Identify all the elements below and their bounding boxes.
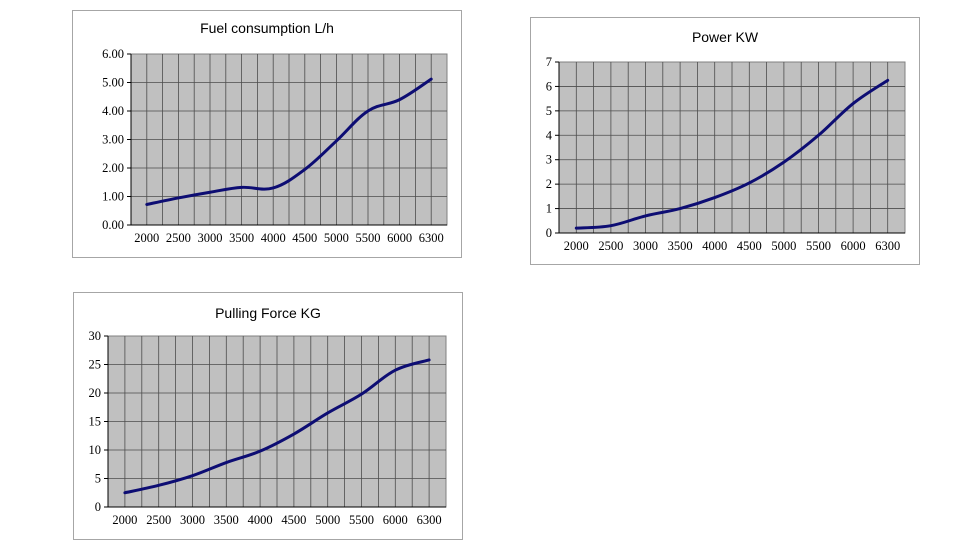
x-tick-label: 4000	[261, 231, 286, 245]
x-tick-label: 5000	[771, 239, 796, 253]
x-tick-label: 5000	[324, 231, 349, 245]
x-tick-label: 3000	[180, 513, 205, 527]
chart-title: Pulling Force KG	[215, 305, 321, 321]
x-tick-label: 4000	[248, 513, 273, 527]
x-tick-label: 6000	[841, 239, 866, 253]
y-tick-label: 0	[546, 226, 552, 240]
x-tick-label: 4000	[702, 239, 727, 253]
y-tick-label: 4.00	[102, 104, 124, 118]
x-tick-label: 5500	[349, 513, 374, 527]
y-tick-label: 6	[546, 79, 552, 93]
y-tick-label: 6.00	[102, 47, 124, 61]
x-tick-label: 5000	[315, 513, 340, 527]
fuel-consumption-plot: 0.00 1.00 2.00 3.00 4.00 5.00 6.00 2000 2500 3000…	[102, 47, 448, 245]
pulling-force-plot: 0 5 10 15 20 25 30 2000 2500 3000 3500 4000 4500 5000…	[89, 329, 447, 527]
series-line	[574, 78, 890, 230]
y-tick-label: 5	[95, 472, 101, 486]
y-tick-label: 5.00	[102, 76, 124, 90]
x-tick-label: 2000	[112, 513, 137, 527]
x-tick-label: 5500	[356, 231, 381, 245]
pulling-force-chart: Pulling Force KG 0 5 10 15 20 25 30 2000 2500 300…	[73, 292, 463, 540]
x-tick-label: 6000	[383, 513, 408, 527]
y-tick-label: 0	[95, 500, 101, 514]
x-tick-label: 4500	[737, 239, 762, 253]
x-tick-label: 4500	[281, 513, 306, 527]
x-tick-label: 2000	[134, 231, 159, 245]
y-tick-label: 5	[546, 104, 552, 118]
y-tick-label: 1.00	[102, 190, 124, 204]
power-chart: Power KW 0 1 2 3 4 5 6 7 2000 2500 3000 3500 4000 450…	[530, 17, 920, 265]
y-tick-label: 30	[89, 329, 102, 343]
x-tick-label: 2500	[146, 513, 171, 527]
x-tick-label: 4500	[292, 231, 317, 245]
y-tick-label: 4	[546, 128, 553, 142]
y-tick-label: 25	[89, 358, 102, 372]
series-line	[123, 358, 431, 495]
chart-title: Fuel consumption L/h	[200, 20, 334, 36]
y-tick-label: 20	[89, 386, 102, 400]
y-tick-label: 2	[546, 177, 552, 191]
x-tick-label: 3500	[229, 231, 254, 245]
y-tick-label: 10	[89, 443, 102, 457]
x-tick-label: 6000	[387, 231, 412, 245]
x-tick-label: 3500	[214, 513, 239, 527]
x-tick-label: 2500	[598, 239, 623, 253]
x-tick-label: 2000	[564, 239, 589, 253]
x-tick-label: 6300	[419, 231, 444, 245]
x-tick-label: 3000	[198, 231, 223, 245]
y-tick-label: 0.00	[102, 218, 124, 232]
y-tick-label: 7	[546, 55, 552, 69]
x-tick-label: 3000	[633, 239, 658, 253]
power-plot: 0 1 2 3 4 5 6 7 2000 2500 3000 3500 4000 4500 5000 5500…	[546, 55, 906, 253]
y-tick-label: 1	[546, 202, 552, 216]
y-tick-label: 3.00	[102, 133, 124, 147]
series-line	[145, 77, 433, 206]
x-tick-label: 3500	[668, 239, 693, 253]
x-tick-label: 6300	[417, 513, 442, 527]
x-tick-label: 6300	[875, 239, 900, 253]
y-tick-label: 15	[89, 415, 102, 429]
chart-title: Power KW	[691, 29, 759, 45]
y-tick-label: 2.00	[102, 161, 124, 175]
fuel-consumption-chart: Fuel consumption L/h 0.00 1.00 2.00 3.00 4.0…	[72, 10, 462, 258]
x-tick-label: 5500	[806, 239, 831, 253]
y-tick-label: 3	[546, 153, 552, 167]
x-tick-label: 2500	[166, 231, 191, 245]
